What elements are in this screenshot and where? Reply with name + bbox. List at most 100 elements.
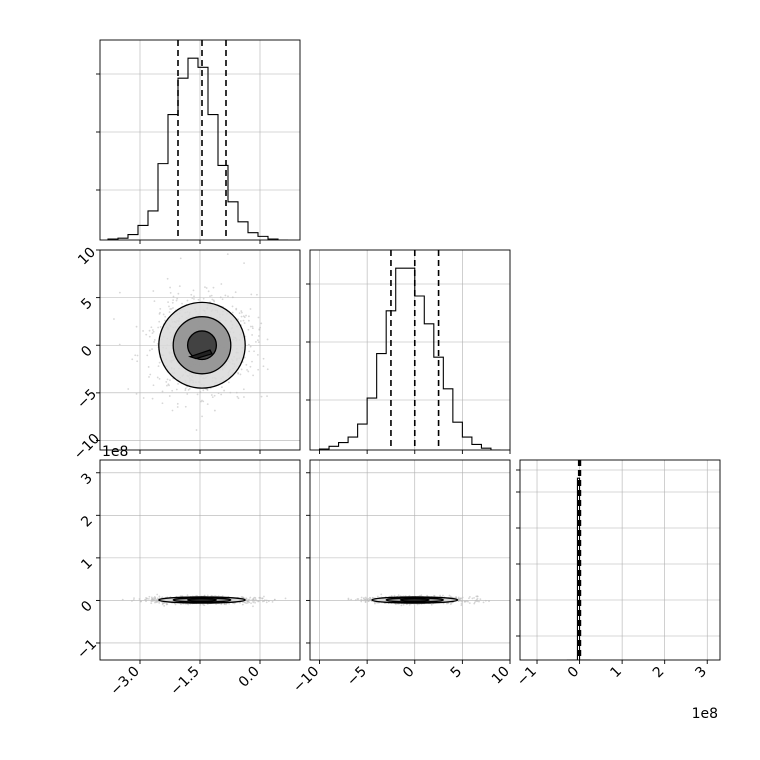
- scatter-point: [261, 600, 264, 603]
- scatter-0-2-contour: [186, 598, 218, 602]
- scatter-point: [187, 388, 190, 391]
- scatter-point: [161, 390, 164, 393]
- scatter-point: [113, 318, 115, 320]
- scatter-point: [251, 325, 254, 328]
- scatter-point: [260, 322, 263, 325]
- scatter-point: [188, 387, 191, 390]
- scatter-point: [251, 360, 253, 363]
- scatter-point: [354, 599, 357, 601]
- scatter-point: [158, 595, 161, 598]
- scatter-point: [247, 343, 250, 346]
- scatter-1-2-contour: [399, 598, 430, 602]
- scatter-point: [360, 598, 362, 601]
- scatter-point: [231, 296, 234, 299]
- scatter-point: [367, 597, 370, 600]
- scatter-point: [142, 397, 145, 399]
- scatter-point: [148, 595, 151, 598]
- scatter-point: [186, 393, 189, 395]
- scatter-point: [257, 600, 260, 603]
- scatter-1-2-contour: [385, 597, 444, 603]
- scatter-point: [240, 596, 243, 598]
- scatter-point: [184, 387, 187, 390]
- scatter-point: [364, 599, 367, 602]
- scatter-point: [223, 603, 226, 606]
- scatter-point: [400, 604, 403, 607]
- scatter-point: [136, 360, 139, 363]
- scatter-point: [240, 311, 243, 314]
- scatter-point: [273, 598, 276, 601]
- scatter-point: [363, 599, 365, 602]
- scatter-point: [247, 370, 250, 373]
- scatter-point: [260, 395, 263, 398]
- scatter-point: [157, 365, 160, 368]
- scatter-point: [136, 354, 139, 357]
- scatter-point: [152, 290, 155, 292]
- scatter-point: [210, 394, 213, 396]
- scatter-point: [393, 594, 396, 597]
- scatter-point: [426, 594, 428, 597]
- scatter-point: [243, 262, 245, 264]
- scatter-point: [161, 402, 164, 405]
- scatter-point: [212, 299, 215, 302]
- scatter-point: [364, 601, 367, 603]
- scatter-point: [179, 257, 182, 260]
- scatter-point: [266, 338, 269, 341]
- scatter-point: [169, 379, 171, 382]
- scatter-1-2-xtick-label: 5: [448, 664, 466, 682]
- scatter-point: [180, 603, 182, 606]
- scatter-point: [241, 603, 244, 606]
- scatter-point: [249, 596, 252, 599]
- scatter-point: [466, 600, 468, 602]
- scatter-point: [473, 596, 475, 599]
- scatter-point: [248, 350, 251, 353]
- scatter-point: [175, 388, 178, 391]
- scatter-point: [257, 368, 260, 371]
- scatter-point: [161, 603, 164, 606]
- scatter-point: [156, 342, 159, 345]
- scatter-point: [488, 600, 490, 603]
- scatter-point: [118, 291, 121, 294]
- scatter-point: [220, 283, 223, 285]
- scatter-point: [202, 297, 205, 300]
- scatter-point: [240, 368, 243, 371]
- scatter-point: [159, 326, 162, 328]
- scatter-point: [147, 366, 150, 368]
- scatter-point: [408, 603, 411, 606]
- scatter-point: [265, 599, 268, 602]
- scatter-point: [165, 381, 168, 383]
- scatter-point: [265, 601, 268, 604]
- scatter-point: [267, 600, 270, 603]
- scatter-point: [150, 600, 153, 603]
- scatter-point: [176, 402, 179, 405]
- scatter-point: [235, 391, 238, 394]
- scatter-point: [151, 598, 153, 600]
- scatter-point: [482, 601, 485, 604]
- scatter-point: [360, 596, 363, 599]
- scatter-point: [256, 293, 258, 296]
- scatter-point: [150, 596, 153, 599]
- scatter-point: [368, 596, 371, 599]
- scatter-point: [150, 602, 153, 605]
- scatter-0-1-contour: [186, 330, 218, 361]
- scatter-point: [253, 350, 255, 353]
- scatter-point: [172, 299, 174, 302]
- scatter-point: [245, 602, 248, 605]
- scatter-point: [181, 302, 183, 305]
- hist-2-xtick-label: 2: [650, 664, 668, 682]
- scatter-point: [231, 305, 234, 308]
- scatter-point: [240, 310, 243, 312]
- scatter-point: [247, 599, 250, 602]
- scatter-point: [174, 603, 177, 606]
- scatter-0-1-ytick-label: 10: [75, 244, 99, 268]
- scatter-point: [225, 603, 227, 606]
- scatter-0-2-contour: [158, 596, 246, 604]
- scatter-point: [171, 389, 174, 392]
- scatter-point: [166, 277, 169, 280]
- scatter-point: [221, 298, 224, 301]
- scatter-point: [163, 604, 166, 607]
- scatter-point: [199, 391, 202, 393]
- scatter-point: [148, 329, 151, 332]
- scatter-point: [226, 253, 229, 256]
- scatter-point: [191, 297, 194, 300]
- scatter-point: [478, 600, 480, 603]
